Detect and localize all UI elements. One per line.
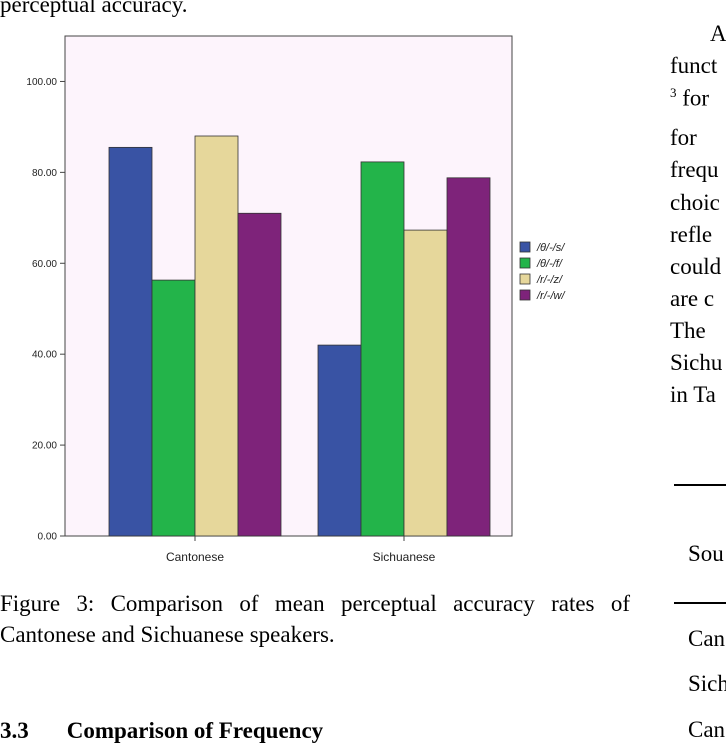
right-line-11: in Ta <box>670 382 716 407</box>
y-axis: 0.00 20.00 40.00 60.00 80.00 100.00 <box>26 77 65 543</box>
y-tick-label: 100.00 <box>26 77 57 88</box>
text-fragment-top: perceptual accuracy. <box>0 0 188 17</box>
table-row-cell-1: Sich <box>688 671 726 696</box>
y-tick-label: 0.00 <box>38 532 58 543</box>
legend-swatch <box>519 289 531 301</box>
y-tick-label: 60.00 <box>32 259 57 270</box>
right-line-3: for <box>670 125 697 150</box>
legend-swatch <box>519 257 531 269</box>
legend-swatch <box>519 241 531 253</box>
section-number: 3.3 <box>0 718 29 743</box>
bar-sichuanese-2 <box>403 229 448 537</box>
right-line-6: refle <box>670 222 713 247</box>
right-line-2: 3 for <box>670 85 710 111</box>
bar-cantonese-1 <box>151 279 196 537</box>
x-tick-label: Cantonese <box>166 550 224 564</box>
bar-cantonese-2 <box>194 135 239 537</box>
chart-legend: /θ/-/s/ /θ/-/f/ /r/-/z/ /r/-/w/ <box>519 241 565 302</box>
x-tick-label: Sichuanese <box>373 550 436 564</box>
y-tick-label: 40.00 <box>32 350 57 361</box>
table-header-cell: Sou <box>688 541 724 566</box>
table-row-cell-0: Can <box>688 626 726 651</box>
bars <box>108 135 491 537</box>
section-title: Comparison of Frequency <box>66 718 324 743</box>
bar-chart: 0.00 20.00 40.00 60.00 80.00 100.00 Cantonese… <box>26 35 565 564</box>
bar-cantonese-3 <box>237 212 282 537</box>
figure-caption: Figure 3: Comparison of mean perceptual … <box>0 591 630 647</box>
right-line-7: could <box>670 254 722 279</box>
table-row-cell-2: Can <box>688 717 726 742</box>
x-axis: Cantonese Sichuanese <box>166 536 436 564</box>
right-line-8: are c <box>670 286 715 311</box>
table-top-rule <box>674 484 726 486</box>
right-line-0: A <box>710 21 726 46</box>
right-line-1: funct <box>670 53 718 78</box>
bar-sichuanese-0 <box>317 344 362 537</box>
footnote-marker: 3 <box>670 85 677 100</box>
legend-label: /r/-/z/ <box>536 274 563 286</box>
right-line-4: frequ <box>670 157 719 182</box>
legend-label: /r/-/w/ <box>536 290 565 302</box>
bar-sichuanese-1 <box>360 161 405 537</box>
right-line-10: Sichu <box>670 350 723 375</box>
y-tick-label: 20.00 <box>32 441 57 452</box>
legend-label: /θ/-/f/ <box>536 258 563 270</box>
right-line-5: choic <box>670 190 720 215</box>
bar-cantonese-0 <box>108 146 153 537</box>
table-header-rule <box>674 602 726 604</box>
right-line-9: The <box>670 318 706 343</box>
y-tick-label: 80.00 <box>32 168 57 179</box>
legend-label: /θ/-/s/ <box>536 242 565 254</box>
bar-sichuanese-3 <box>446 177 491 537</box>
legend-swatch <box>519 273 531 285</box>
section-heading: 3.3 Comparison of Frequency <box>0 718 323 744</box>
